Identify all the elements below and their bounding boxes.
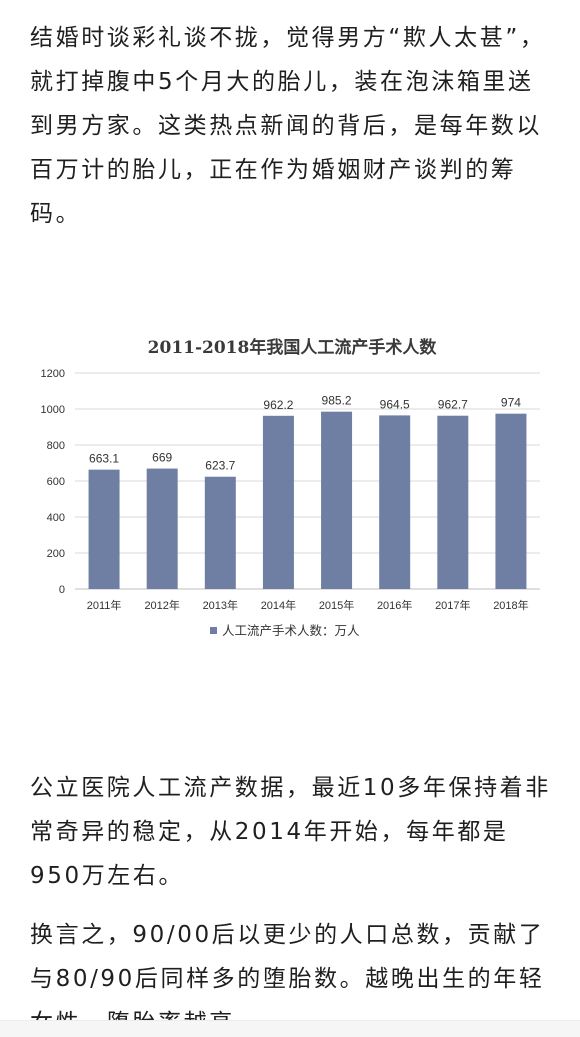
chart-x-axis: 2011年 2012年 2013年 2014年 2015年 2016年 2017年 2018年 <box>87 598 529 612</box>
y-tick-label: 800 <box>47 440 65 452</box>
legend-swatch <box>210 627 217 634</box>
x-tick-label-7: 2018年 <box>493 598 528 612</box>
y-tick-label: 1000 <box>41 404 65 416</box>
bar-3 <box>262 415 294 589</box>
article-paragraph-2: 公立医院人工流产数据，最近10多年保持着非常奇异的稳定，从2014年开始，每年都… <box>30 775 551 889</box>
y-tick-label: 600 <box>47 476 65 488</box>
x-tick-label-3: 2014年 <box>261 598 296 612</box>
chart-legend: 人工流产手术人数：万人 <box>210 623 360 638</box>
chart-title: 2011-2018年我国人工流产手术人数 <box>148 337 438 358</box>
abortion-bar-chart: 2011-2018年我国人工流产手术人数 0 200 400 600 800 1000 12… <box>25 315 560 660</box>
bar-1 <box>146 468 178 589</box>
chart-canvas: 2011-2018年我国人工流产手术人数 0 200 400 600 800 1000 12… <box>25 315 560 660</box>
chart-bars <box>88 411 527 589</box>
data-label-4: 985.2 <box>322 394 352 408</box>
bar-2 <box>204 476 236 589</box>
y-tick-label: 200 <box>47 548 65 560</box>
y-tick-label: 0 <box>59 584 65 596</box>
data-label-5: 964.5 <box>380 397 410 411</box>
data-label-0: 663.1 <box>89 452 119 466</box>
bottom-fade <box>0 1020 580 1037</box>
x-tick-label-6: 2017年 <box>435 598 470 612</box>
y-tick-label: 1200 <box>41 368 65 380</box>
chart-y-axis: 0 200 400 600 800 1000 1200 <box>41 368 65 596</box>
bar-7 <box>495 413 527 589</box>
data-label-2: 623.7 <box>205 459 235 473</box>
data-label-3: 962.2 <box>263 398 293 412</box>
bar-4 <box>321 411 353 589</box>
chart-data-labels: 663.1 669 623.7 962.2 985.2 964.5 962.7 974 <box>89 394 521 473</box>
data-label-7: 974 <box>501 396 521 410</box>
y-tick-label: 400 <box>47 512 65 524</box>
article-paragraph-3: 换言之，90/00后以更少的人口总数，贡献了与80/90后同样多的堕胎数。越晚出… <box>30 922 545 1036</box>
x-tick-label-5: 2016年 <box>377 598 412 612</box>
data-label-6: 962.7 <box>438 398 468 412</box>
data-label-1: 669 <box>152 451 172 465</box>
article-paragraph-1: 结婚时谈彩礼谈不拢，觉得男方“欺人太甚”，就打掉腹中5个月大的胎儿，装在泡沫箱里… <box>30 25 546 227</box>
bar-0 <box>88 469 120 589</box>
legend-label: 人工流产手术人数：万人 <box>222 623 360 638</box>
x-tick-label-4: 2015年 <box>319 598 354 612</box>
x-tick-label-0: 2011年 <box>87 598 122 612</box>
bar-6 <box>437 415 469 589</box>
bar-5 <box>379 415 411 589</box>
x-tick-label-1: 2012年 <box>144 598 179 612</box>
x-tick-label-2: 2013年 <box>203 598 238 612</box>
